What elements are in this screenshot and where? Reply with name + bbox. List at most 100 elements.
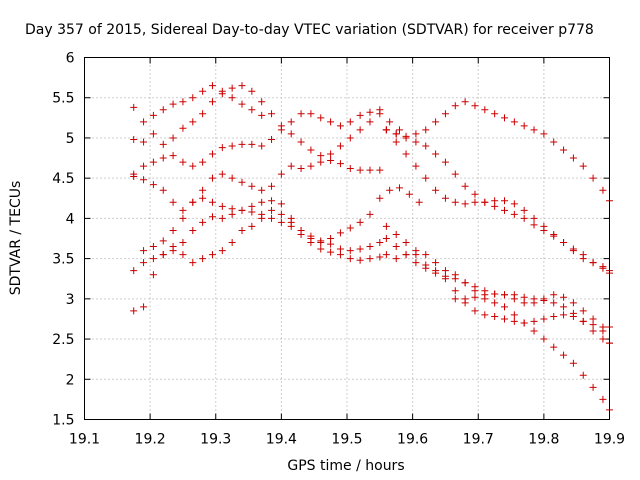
data-point-sat-f bbox=[140, 303, 148, 311]
data-point-sat-d bbox=[179, 206, 187, 214]
data-point-sat-n bbox=[579, 307, 587, 315]
data-point-sat-c bbox=[317, 114, 325, 122]
data-point-sat-k bbox=[510, 317, 518, 325]
data-point-sat-f bbox=[149, 271, 157, 279]
data-point-sat-c bbox=[140, 162, 148, 170]
data-point-sat-g bbox=[268, 214, 276, 222]
data-point-sat-b bbox=[159, 140, 167, 148]
data-point-sat-f bbox=[356, 256, 364, 264]
data-point-sat-c bbox=[149, 158, 157, 166]
data-point-sat-j bbox=[550, 232, 558, 240]
data-point-sat-c bbox=[307, 110, 315, 118]
data-point-sat-g bbox=[317, 237, 325, 245]
data-point-sat-h bbox=[569, 154, 577, 162]
data-point-sat-a bbox=[130, 103, 138, 111]
data-point-sat-d bbox=[386, 118, 394, 126]
grid-lines bbox=[84, 57, 610, 420]
data-point-sat-i bbox=[471, 198, 479, 206]
data-point-sat-i bbox=[392, 138, 400, 146]
data-point-sat-a bbox=[179, 98, 187, 106]
data-point-sat-g bbox=[189, 198, 197, 206]
data-point-sat-e bbox=[396, 184, 403, 192]
data-point-sat-l bbox=[560, 351, 568, 359]
data-point-sat-c bbox=[208, 150, 216, 158]
data-point-sat-d bbox=[228, 174, 236, 182]
data-point-sat-k bbox=[382, 222, 390, 230]
y-tick-label: 6 bbox=[66, 51, 75, 67]
data-point-sat-i bbox=[461, 200, 469, 208]
data-point-sat-b bbox=[228, 84, 236, 92]
data-point-sat-e bbox=[179, 239, 187, 247]
data-point-sat-i bbox=[501, 197, 508, 205]
data-point-sat-b bbox=[179, 124, 187, 132]
data-point-sat-a bbox=[159, 106, 167, 114]
data-point-sat-m bbox=[412, 259, 420, 267]
data-point-sat-c bbox=[228, 142, 236, 150]
data-point-sat-f bbox=[159, 251, 167, 259]
data-point-sat-d bbox=[159, 186, 167, 194]
data-point-sat-l bbox=[520, 319, 528, 327]
data-point-sat-n bbox=[451, 295, 459, 303]
data-point-sat-f bbox=[189, 259, 197, 267]
data-point-sat-f bbox=[248, 222, 256, 230]
data-point-sat-e bbox=[268, 197, 276, 205]
data-point-sat-g bbox=[208, 198, 216, 206]
data-point-sat-b bbox=[149, 130, 157, 138]
data-point-sat-d bbox=[238, 178, 246, 186]
data-point-sat-c bbox=[258, 142, 266, 150]
data-point-sat-e bbox=[218, 214, 226, 222]
data-point-sat-a bbox=[169, 100, 177, 108]
data-point-sat-e bbox=[130, 267, 138, 275]
data-point-sat-j bbox=[392, 130, 400, 138]
data-point-sat-j bbox=[579, 251, 587, 259]
data-point-sat-g bbox=[218, 202, 226, 210]
data-point-sat-n bbox=[550, 291, 558, 299]
y-tick-label: 3.5 bbox=[52, 252, 74, 268]
data-point-sat-b bbox=[140, 138, 148, 146]
data-point-sat-f bbox=[346, 255, 354, 263]
data-point-sat-f bbox=[307, 239, 315, 247]
x-tick-label: 19.2 bbox=[135, 432, 166, 448]
chart-title: Day 357 of 2015, Sidereal Day-to-day VTE… bbox=[25, 22, 594, 38]
data-point-sat-c bbox=[189, 162, 197, 170]
data-point-sat-m bbox=[441, 272, 449, 280]
data-point-sat-e bbox=[189, 226, 197, 234]
data-point-sat-h bbox=[510, 118, 518, 126]
data-point-sat-m bbox=[422, 264, 430, 272]
y-tick-label: 3 bbox=[66, 292, 75, 308]
data-point-sat-a bbox=[238, 100, 246, 108]
data-point-sat-g bbox=[140, 247, 148, 255]
data-point-sat-m bbox=[579, 317, 587, 325]
data-point-sat-h bbox=[481, 106, 489, 114]
data-point-sat-e bbox=[386, 186, 394, 194]
data-point-sat-j bbox=[560, 239, 568, 247]
data-point-sat-j bbox=[510, 210, 518, 218]
data-point-sat-k bbox=[451, 287, 459, 295]
data-point-sat-f bbox=[208, 251, 216, 259]
data-point-sat-g bbox=[327, 240, 335, 248]
data-point-sat-e bbox=[277, 200, 285, 208]
data-point-sat-i bbox=[530, 214, 538, 222]
data-point-sat-m bbox=[461, 279, 469, 287]
data-point-sat-e bbox=[149, 255, 157, 263]
data-point-sat-l bbox=[510, 311, 518, 319]
y-tick-label: 1.5 bbox=[52, 413, 74, 429]
data-point-sat-c bbox=[218, 144, 226, 152]
data-point-sat-e bbox=[415, 198, 423, 206]
data-point-sat-d bbox=[199, 186, 207, 194]
data-point-sat-m bbox=[569, 309, 577, 317]
x-tick-label: 19.1 bbox=[69, 432, 100, 448]
data-point-sat-b bbox=[327, 156, 335, 164]
data-point-sat-e bbox=[258, 198, 266, 206]
data-point-sat-k bbox=[471, 307, 479, 315]
data-point-sat-j bbox=[520, 214, 528, 222]
data-point-sat-l bbox=[412, 247, 420, 255]
data-point-sat-e bbox=[346, 224, 354, 232]
data-point-sat-d bbox=[356, 126, 364, 134]
data-point-sat-d bbox=[248, 182, 256, 190]
data-point-sat-g bbox=[199, 194, 207, 202]
data-point-sat-j bbox=[461, 182, 469, 190]
data-point-sat-e bbox=[140, 259, 148, 267]
data-point-sat-b bbox=[199, 110, 207, 118]
